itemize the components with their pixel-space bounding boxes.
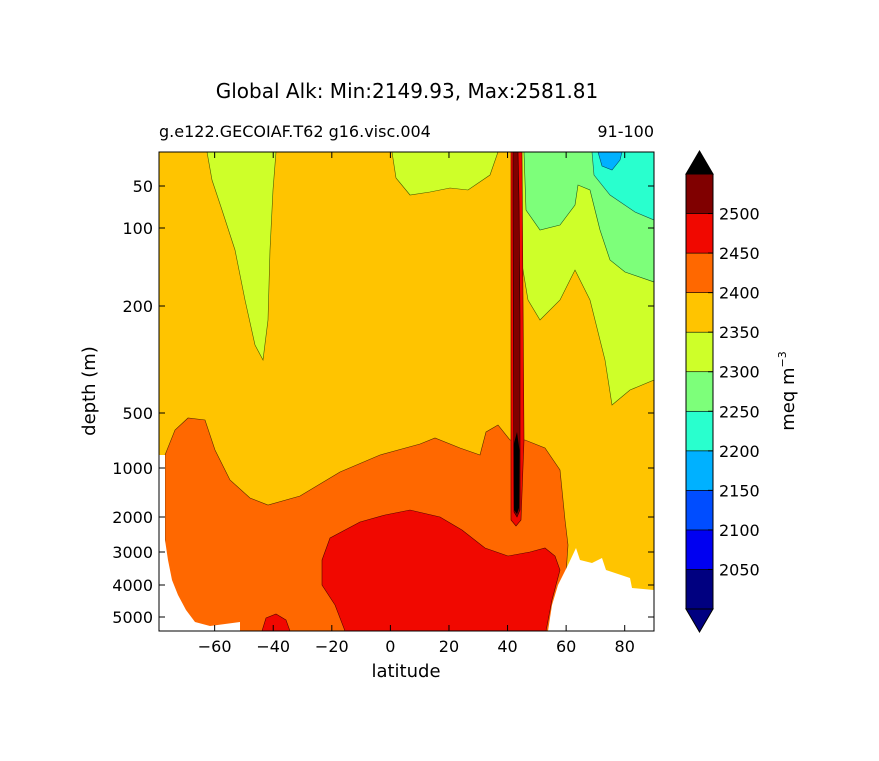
colorbar-unit-exponent: −3 [776, 351, 789, 367]
field-max-plume [513, 432, 520, 514]
plot-frame [158, 151, 655, 632]
y-tick-label: 100 [122, 219, 153, 238]
colorbar-frame [685, 173, 714, 610]
colorbar-label: meq m−3 [776, 351, 799, 431]
y-axis: 50 100 200 500 1000 2000 3000 4000 5000 [112, 177, 654, 627]
colorbar-tick-label: 2500 [719, 205, 760, 224]
colorbar-segment [685, 371, 714, 412]
colorbar-over-arrow [685, 150, 714, 175]
field-2150-arctic [597, 152, 623, 171]
x-tick-label: −60 [198, 637, 232, 656]
y-axis-label: depth (m) [79, 346, 100, 436]
colorbar-segment [685, 331, 714, 373]
colorbar-tick-label: 2350 [719, 323, 760, 342]
land-mask-south [159, 455, 240, 631]
colorbar-tick-label: 2450 [719, 244, 760, 263]
colorbar-tick-label: 2300 [719, 363, 760, 382]
field-2450-core [321, 509, 561, 631]
colorbar-tick-label: 2400 [719, 284, 760, 303]
colorbar-unit: meq m [778, 367, 799, 430]
colorbar-segment [685, 569, 714, 610]
colorbar-segment [685, 292, 714, 333]
colorbar-segment [685, 490, 714, 531]
colorbar-tick-label: 2150 [719, 481, 760, 500]
colorbar-tick-label: 2100 [719, 521, 760, 540]
x-tick-label: 40 [497, 637, 517, 656]
colorbar-under-arrow [685, 608, 714, 633]
y-tick-label: 5000 [112, 608, 153, 627]
colorbar-label-text: meq m−3 [776, 351, 799, 431]
x-tick-label: 0 [385, 637, 395, 656]
colorbar-segment [685, 252, 714, 293]
x-tick-label: −40 [256, 637, 290, 656]
x-axis-label: latitude [371, 661, 440, 682]
x-tick-label: 60 [556, 637, 576, 656]
plot-area [159, 152, 654, 631]
colorbar: 2050 2100 2150 2200 2250 2300 2350 2400 2450 2500 [685, 150, 760, 633]
chart-subtitle-left: g.e122.GECOIAF.T62 g16.visc.004 [159, 122, 431, 141]
x-axis: −60 −40 −20 0 20 40 60 80 [198, 152, 635, 656]
colorbar-segment [685, 410, 714, 452]
x-tick-label: 20 [439, 637, 459, 656]
y-tick-label: 3000 [112, 543, 153, 562]
y-tick-label: 500 [122, 404, 153, 423]
colorbar-segment [685, 173, 714, 214]
field-2300-north-surface [391, 152, 499, 196]
colorbar-tick-label: 2050 [719, 560, 760, 579]
y-tick-label: 4000 [112, 576, 153, 595]
y-tick-label: 1000 [112, 459, 153, 478]
colorbar-tick-label: 2250 [719, 402, 760, 421]
colorbar-tick-label: 2200 [719, 442, 760, 461]
field-2300-south-tongue [206, 152, 277, 361]
chart-title: Global Alk: Min:2149.93, Max:2581.81 [216, 79, 599, 103]
field-2500-plume [512, 152, 521, 518]
colorbar-segment [685, 213, 714, 254]
y-tick-label: 2000 [112, 508, 153, 527]
x-tick-label: 80 [615, 637, 635, 656]
field-2200-arctic [591, 152, 654, 221]
land-mask-north [548, 548, 654, 631]
field-2450-sw-patch [261, 613, 291, 631]
chart-subtitle-right: 91-100 [597, 122, 654, 141]
y-tick-label: 50 [133, 177, 153, 196]
colorbar-segment [685, 450, 714, 491]
y-tick-label: 200 [122, 297, 153, 316]
colorbar-segment [685, 529, 714, 570]
x-tick-label: −20 [315, 637, 349, 656]
